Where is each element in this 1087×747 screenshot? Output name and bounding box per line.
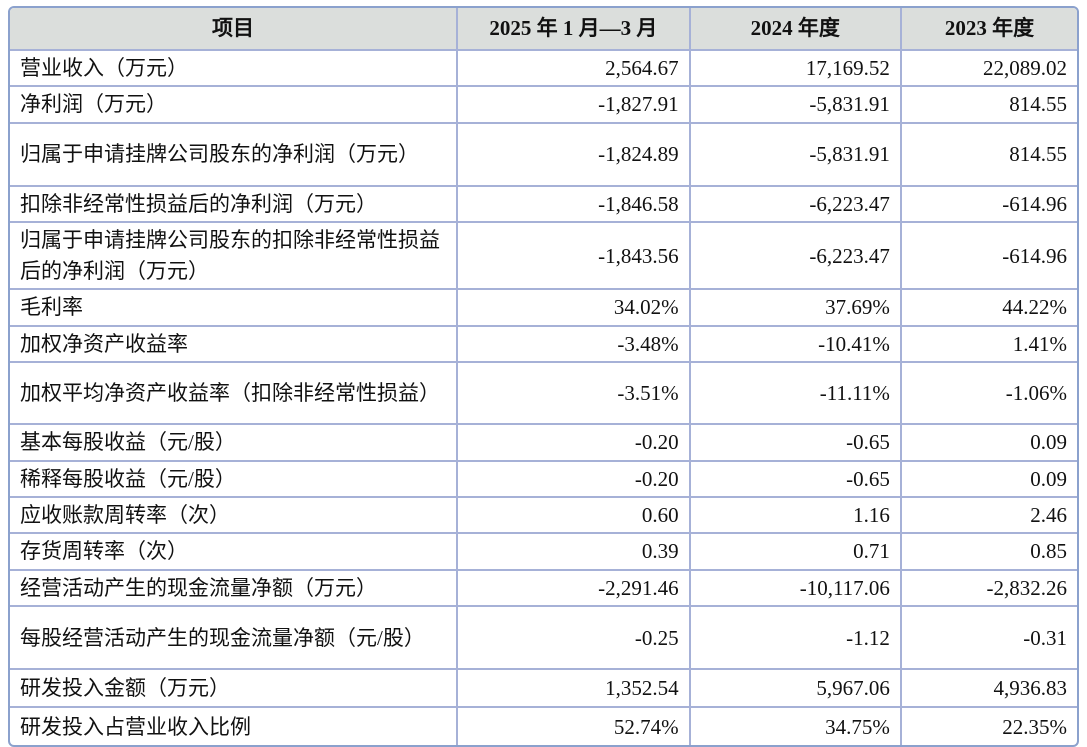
cell-value: -0.20 (456, 459, 691, 498)
cell-value: 52.74% (456, 706, 691, 746)
cell-value: -1,827.91 (456, 85, 691, 124)
cell-value: -0.65 (688, 423, 902, 462)
row-label: 净利润（万元） (10, 85, 459, 124)
row-label: 基本每股收益（元/股） (10, 423, 459, 462)
cell-value: -614.96 (899, 221, 1077, 291)
row-label: 营业收入（万元） (10, 48, 459, 88)
cell-value: -0.65 (688, 459, 902, 498)
cell-value: -10,117.06 (688, 568, 902, 608)
cell-value: -1,846.58 (456, 184, 691, 224)
row-label: 加权平均净资产收益率（扣除非经常性损益） (10, 361, 459, 426)
row-label: 归属于申请挂牌公司股东的扣除非经常性损益后的净利润（万元） (10, 221, 459, 291)
cell-value: -1.06% (899, 361, 1077, 426)
cell-value: 34.75% (688, 706, 902, 746)
cell-value: 1,352.54 (456, 668, 691, 709)
cell-value: 22.35% (899, 706, 1077, 746)
row-label: 毛利率 (10, 288, 459, 327)
row-label: 加权净资产收益率 (10, 324, 459, 364)
table-row: 营业收入（万元） 2,564.67 17,169.52 22,089.02 (10, 48, 1077, 88)
header-row: 项目 2025 年 1 月—3 月 2024 年度 2023 年度 (10, 8, 1077, 51)
cell-value: -5,831.91 (688, 85, 902, 124)
cell-value: -5,831.91 (688, 121, 902, 187)
table-row: 每股经营活动产生的现金流量净额（元/股） -0.25 -1.12 -0.31 (10, 605, 1077, 671)
table-row: 应收账款周转率（次） 0.60 1.16 2.46 (10, 495, 1077, 535)
header-year-2024: 2024 年度 (688, 8, 902, 51)
header-year-2023: 2023 年度 (899, 8, 1077, 51)
cell-value: 4,936.83 (899, 668, 1077, 709)
cell-value: -3.48% (456, 324, 691, 364)
cell-value: -0.31 (899, 605, 1077, 671)
row-label: 存货周转率（次） (10, 532, 459, 571)
cell-value: -1,824.89 (456, 121, 691, 187)
row-label: 归属于申请挂牌公司股东的净利润（万元） (10, 121, 459, 187)
cell-value: -0.20 (456, 423, 691, 462)
table-row: 毛利率 34.02% 37.69% 44.22% (10, 288, 1077, 327)
row-label: 研发投入金额（万元） (10, 668, 459, 709)
cell-value: 44.22% (899, 288, 1077, 327)
table-row: 研发投入占营业收入比例 52.74% 34.75% 22.35% (10, 706, 1077, 746)
cell-value: -6,223.47 (688, 184, 902, 224)
table-header: 项目 2025 年 1 月—3 月 2024 年度 2023 年度 (10, 8, 1077, 51)
table-row: 加权净资产收益率 -3.48% -10.41% 1.41% (10, 324, 1077, 364)
cell-value: -1.12 (688, 605, 902, 671)
cell-value: 1.41% (899, 324, 1077, 364)
table-row: 研发投入金额（万元） 1,352.54 5,967.06 4,936.83 (10, 668, 1077, 709)
table-row: 净利润（万元） -1,827.91 -5,831.91 814.55 (10, 85, 1077, 124)
cell-value: 17,169.52 (688, 48, 902, 88)
table-row: 稀释每股收益（元/股） -0.20 -0.65 0.09 (10, 459, 1077, 498)
table-row: 归属于申请挂牌公司股东的净利润（万元） -1,824.89 -5,831.91 814… (10, 121, 1077, 187)
cell-value: 0.60 (456, 495, 691, 535)
cell-value: -614.96 (899, 184, 1077, 224)
cell-value: 814.55 (899, 121, 1077, 187)
table-row: 基本每股收益（元/股） -0.20 -0.65 0.09 (10, 423, 1077, 462)
table-row: 加权平均净资产收益率（扣除非经常性损益） -3.51% -11.11% -1.06% (10, 361, 1077, 426)
cell-value: -2,832.26 (899, 568, 1077, 608)
financial-summary-table: 项目 2025 年 1 月—3 月 2024 年度 2023 年度 营业收入（万… (8, 6, 1079, 747)
cell-value: -3.51% (456, 361, 691, 426)
row-label: 经营活动产生的现金流量净额（万元） (10, 568, 459, 608)
cell-value: 22,089.02 (899, 48, 1077, 88)
row-label: 扣除非经常性损益后的净利润（万元） (10, 184, 459, 224)
cell-value: -11.11% (688, 361, 902, 426)
cell-value: 2,564.67 (456, 48, 691, 88)
table-row: 扣除非经常性损益后的净利润（万元） -1,846.58 -6,223.47 -614.… (10, 184, 1077, 224)
header-item-column: 项目 (10, 8, 459, 51)
table-row: 存货周转率（次） 0.39 0.71 0.85 (10, 532, 1077, 571)
table-row: 经营活动产生的现金流量净额（万元） -2,291.46 -10,117.06 -2,8… (10, 568, 1077, 608)
cell-value: -0.25 (456, 605, 691, 671)
cell-value: -1,843.56 (456, 221, 691, 291)
row-label: 应收账款周转率（次） (10, 495, 459, 535)
cell-value: -2,291.46 (456, 568, 691, 608)
cell-value: 0.85 (899, 532, 1077, 571)
cell-value: 0.09 (899, 459, 1077, 498)
row-label: 稀释每股收益（元/股） (10, 459, 459, 498)
row-label: 每股经营活动产生的现金流量净额（元/股） (10, 605, 459, 671)
financial-table: 项目 2025 年 1 月—3 月 2024 年度 2023 年度 营业收入（万… (10, 8, 1077, 746)
cell-value: 2.46 (899, 495, 1077, 535)
table-row: 归属于申请挂牌公司股东的扣除非经常性损益后的净利润（万元） -1,843.56 -6… (10, 221, 1077, 291)
cell-value: 0.39 (456, 532, 691, 571)
cell-value: 37.69% (688, 288, 902, 327)
row-label: 研发投入占营业收入比例 (10, 706, 459, 746)
cell-value: -10.41% (688, 324, 902, 364)
cell-value: 814.55 (899, 85, 1077, 124)
cell-value: 34.02% (456, 288, 691, 327)
cell-value: 0.09 (899, 423, 1077, 462)
cell-value: 5,967.06 (688, 668, 902, 709)
cell-value: 0.71 (688, 532, 902, 571)
table-body: 营业收入（万元） 2,564.67 17,169.52 22,089.02 净利润（万元… (10, 48, 1077, 746)
cell-value: 1.16 (688, 495, 902, 535)
cell-value: -6,223.47 (688, 221, 902, 291)
header-period-2025q1: 2025 年 1 月—3 月 (456, 8, 691, 51)
